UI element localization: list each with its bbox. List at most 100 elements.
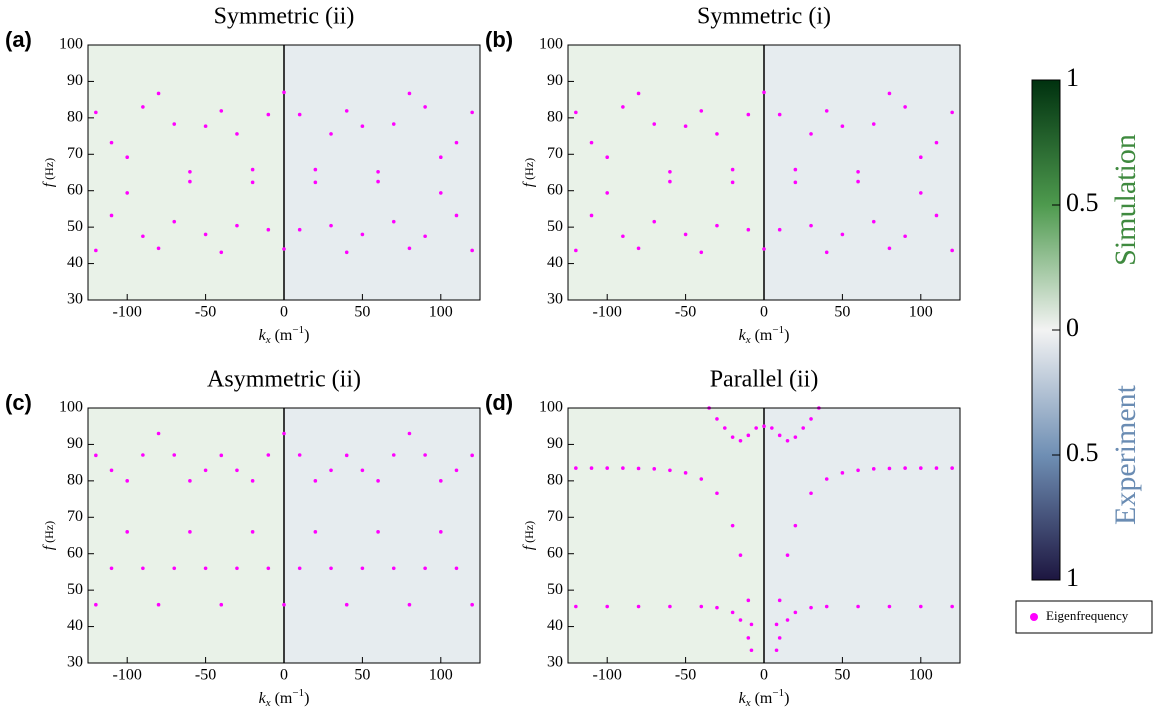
eigen-point [809, 417, 813, 421]
eigen-point [934, 466, 939, 470]
eigen-point [749, 648, 754, 653]
eigen-point [344, 453, 349, 458]
eigen-point [887, 604, 892, 609]
x-tick-label: -100 [113, 304, 142, 321]
eigen-point [621, 105, 625, 109]
x-label-part: x [265, 697, 271, 709]
x-label-part: (m [751, 690, 773, 707]
eigen-point [621, 466, 625, 470]
y-tick-label: 100 [59, 399, 83, 416]
eigen-point [439, 155, 443, 159]
eigen-point [746, 598, 751, 603]
x-axis-label: kx (m−1) [259, 324, 310, 346]
eigen-point [856, 169, 860, 174]
panel-title: Parallel (ii) [710, 367, 819, 393]
eigen-point [125, 479, 129, 483]
experiment-map [284, 408, 480, 663]
eigen-point [235, 223, 239, 228]
x-label-part: k [259, 690, 267, 707]
eigen-point [668, 604, 672, 609]
y-tick-label: 30 [547, 654, 563, 671]
panel-label: (a) [5, 27, 32, 52]
colorbar-label: Simulation [1109, 134, 1142, 266]
eigen-point [329, 468, 333, 473]
eigen-point [950, 604, 954, 609]
eigen-point [934, 213, 939, 218]
y-tick-label: 30 [547, 291, 563, 308]
eigen-point [109, 468, 114, 473]
simulation-map [568, 408, 764, 663]
eigen-point [470, 453, 474, 458]
eigen-point [439, 191, 443, 195]
eigen-point [94, 602, 98, 607]
eigen-point [282, 247, 286, 251]
legend-label: Eigenfrequency [1046, 608, 1129, 623]
y-tick-label: 30 [67, 654, 83, 671]
x-label-part: k [739, 690, 747, 707]
eigen-point [282, 602, 286, 607]
eigen-point [250, 479, 255, 483]
eigen-point [376, 479, 380, 483]
eigen-point [754, 426, 758, 430]
eigen-point [313, 167, 318, 172]
y-label-part: f [41, 181, 57, 187]
eigen-point [344, 109, 349, 113]
eigen-point [376, 530, 380, 534]
eigen-point [793, 180, 798, 185]
eigen-point [683, 124, 688, 129]
eigen-point [738, 618, 743, 622]
y-tick-label: 60 [67, 544, 83, 561]
eigen-point [188, 479, 192, 483]
x-tick-label: -100 [113, 667, 142, 684]
eigen-point [250, 180, 255, 185]
x-tick-label: -50 [195, 304, 216, 321]
eigen-point [793, 523, 798, 528]
eigen-point [636, 246, 641, 251]
eigen-point [439, 530, 443, 534]
x-label-part: (m [751, 327, 773, 344]
colorbar-label: Experiment [1109, 384, 1142, 525]
panel-label: (c) [5, 390, 32, 415]
eigen-point [172, 122, 177, 126]
eigen-point [156, 602, 161, 607]
eigen-point [297, 566, 302, 571]
eigen-point [668, 468, 672, 473]
eigen-point [777, 112, 782, 117]
legend-marker [1030, 613, 1038, 621]
y-axis-label: f (Hz) [521, 521, 537, 550]
eigen-point [407, 91, 412, 96]
y-tick-label: 80 [67, 109, 83, 126]
eigen-point [871, 122, 876, 126]
eigen-point [856, 604, 860, 609]
x-axis-label: kx (m−1) [739, 687, 790, 709]
x-label-part: (m [271, 327, 293, 344]
eigen-point [329, 566, 333, 571]
y-tick-label: 50 [547, 218, 563, 235]
eigen-point [856, 179, 860, 184]
simulation-map [568, 45, 764, 300]
eigen-point [329, 132, 333, 136]
colorbar-tick-label: 0.5 [1066, 188, 1099, 217]
eigen-point [715, 132, 719, 136]
eigen-point [574, 604, 578, 609]
y-label-part: (Hz) [42, 521, 56, 546]
y-tick-label: 40 [547, 617, 563, 634]
eigen-point [746, 433, 751, 438]
y-tick-label: 50 [547, 581, 563, 598]
eigen-point [266, 227, 271, 232]
y-label-part: (Hz) [42, 158, 56, 183]
y-tick-label: 100 [539, 36, 563, 53]
eigen-point [919, 155, 923, 159]
eigen-point [439, 479, 443, 483]
eigen-point [715, 491, 719, 496]
y-tick-label: 90 [547, 72, 563, 89]
eigen-point [774, 648, 779, 653]
y-tick-label: 40 [67, 254, 83, 271]
x-tick-label: 50 [834, 304, 850, 321]
eigen-point [423, 234, 427, 239]
eigen-point [125, 191, 129, 195]
eigen-point [683, 471, 688, 475]
eigen-point [762, 90, 766, 95]
eigen-point [203, 468, 208, 473]
